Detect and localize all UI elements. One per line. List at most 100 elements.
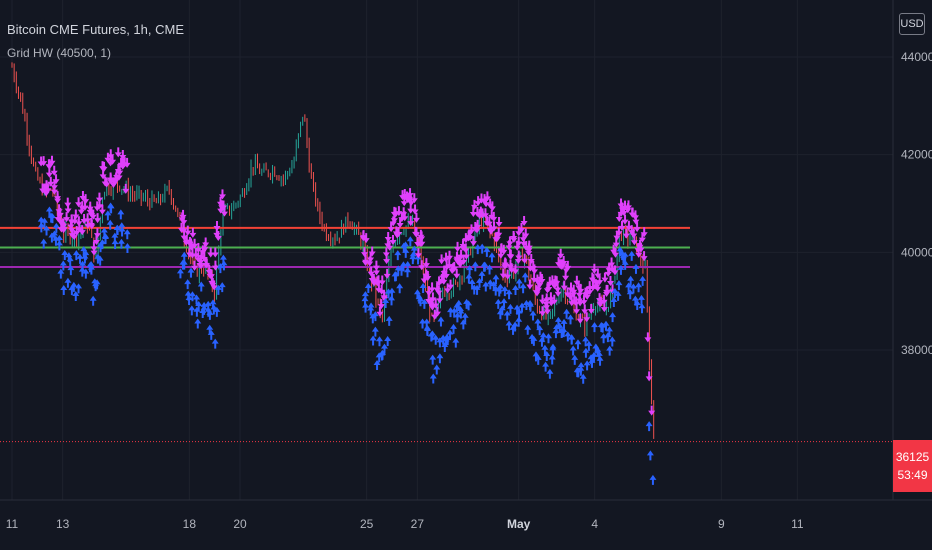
- sell-signal-arrow: [462, 233, 470, 244]
- sell-signal-arrow: [400, 196, 408, 207]
- buy-signal-arrow: [371, 326, 379, 337]
- buy-signal-arrow: [432, 334, 440, 345]
- sell-signal-arrow: [45, 167, 53, 178]
- sell-signal-arrow: [465, 230, 473, 241]
- sell-signal-arrow: [538, 306, 546, 317]
- buy-signal-arrow: [534, 354, 542, 365]
- buy-signal-arrow: [503, 310, 511, 321]
- sell-signal-arrow: [407, 203, 415, 214]
- buy-signal-arrow: [388, 287, 396, 298]
- buy-signal-arrow: [582, 336, 590, 347]
- buy-signal-arrow: [104, 210, 112, 221]
- indicator-label[interactable]: Grid HW (40500, 1): [7, 46, 112, 60]
- sell-signal-arrow: [54, 193, 62, 204]
- buy-signal-arrow: [615, 280, 623, 291]
- sell-signal-arrow: [75, 197, 83, 208]
- buy-signal-arrow: [574, 339, 582, 350]
- buy-signal-arrow: [419, 318, 427, 329]
- buy-signal-arrow: [500, 298, 508, 309]
- sell-signal-arrow: [207, 247, 215, 258]
- buy-signal-arrow: [571, 354, 579, 365]
- currency-button[interactable]: USD: [899, 13, 925, 35]
- buy-signal-arrow: [402, 247, 410, 258]
- buy-signal-arrow: [193, 294, 201, 305]
- sell-signal-arrow: [566, 290, 574, 301]
- buy-signal-arrow: [522, 300, 530, 311]
- sell-signal-arrow: [418, 231, 426, 242]
- buy-signal-arrow: [456, 305, 464, 316]
- buy-signal-arrow: [532, 351, 540, 362]
- buy-signal-arrow: [375, 336, 383, 347]
- sell-signal-arrow: [396, 218, 404, 229]
- sell-signal-arrow: [213, 221, 221, 232]
- sell-signal-arrow: [422, 258, 430, 269]
- sell-signal-arrow: [487, 224, 495, 235]
- buy-signal-arrow: [123, 229, 131, 240]
- buy-signal-arrow: [465, 273, 473, 284]
- sell-signal-arrow: [188, 240, 196, 251]
- buy-signal-arrow: [577, 362, 585, 373]
- buy-signal-arrow: [594, 346, 602, 357]
- buy-signal-arrow: [554, 316, 562, 327]
- sell-signal-arrow: [401, 211, 409, 222]
- buy-signal-arrow: [590, 351, 598, 362]
- sell-signal-arrow: [529, 261, 537, 272]
- sell-signal-arrow: [621, 200, 629, 211]
- sell-signal-arrow: [512, 264, 520, 275]
- sell-signal-arrow: [220, 206, 228, 217]
- buy-signal-arrow: [600, 333, 608, 344]
- sell-signal-arrow: [648, 405, 656, 416]
- buy-signal-arrow: [60, 284, 68, 295]
- chart-title[interactable]: Bitcoin CME Futures, 1h, CME: [7, 22, 184, 37]
- buy-signal-arrow: [361, 291, 369, 302]
- sell-signal-arrow: [429, 292, 437, 303]
- buy-signal-arrow: [197, 281, 205, 292]
- sell-signal-arrow: [580, 295, 588, 306]
- buy-signal-arrow: [564, 331, 572, 342]
- buy-signal-arrow: [384, 335, 392, 346]
- buy-signal-arrow: [463, 298, 471, 309]
- sell-signal-arrow: [434, 306, 442, 317]
- sell-signal-arrow: [644, 332, 652, 343]
- buy-signal-arrow: [560, 327, 568, 338]
- sell-signal-arrow: [55, 204, 63, 215]
- buy-signal-arrow: [468, 279, 476, 290]
- buy-signal-arrow: [210, 304, 218, 315]
- buy-signal-arrow: [82, 268, 90, 279]
- sell-signal-arrow: [533, 286, 541, 297]
- sell-signal-arrow: [214, 230, 222, 241]
- sell-signal-arrow: [502, 258, 510, 269]
- buy-signal-arrow: [519, 283, 527, 294]
- sell-signal-arrow: [560, 280, 568, 291]
- buy-signal-arrow: [80, 246, 88, 257]
- sell-signal-arrow: [583, 312, 591, 323]
- x-tick-label: 27: [411, 517, 425, 531]
- sell-signal-arrow: [46, 159, 54, 170]
- buy-signal-arrow: [483, 246, 491, 257]
- sell-signal-arrow: [615, 226, 623, 237]
- buy-signal-arrow: [50, 230, 58, 241]
- y-tick-label: 44000: [901, 50, 932, 64]
- sell-signal-arrow: [522, 228, 530, 239]
- sell-signal-arrow: [191, 238, 199, 249]
- signal-markers: [37, 147, 657, 485]
- buy-signal-arrow: [65, 252, 73, 263]
- sell-signal-arrow: [218, 189, 226, 200]
- buy-signal-arrow: [185, 294, 193, 305]
- buy-signal-arrow: [645, 421, 653, 432]
- buy-signal-arrow: [591, 322, 599, 333]
- sell-signal-arrow: [420, 273, 428, 284]
- sell-signal-arrow: [392, 207, 400, 218]
- buy-signal-arrow: [538, 336, 546, 347]
- buy-signal-arrow: [474, 244, 482, 255]
- buy-signal-arrow: [364, 283, 372, 294]
- sell-signal-arrow: [50, 184, 58, 195]
- sell-signal-arrow: [630, 228, 638, 239]
- buy-signal-arrow: [544, 333, 552, 344]
- buy-signal-arrow: [611, 287, 619, 298]
- buy-signal-arrow: [637, 294, 645, 305]
- buy-signal-arrow: [452, 337, 460, 348]
- buy-signal-arrow: [117, 238, 125, 249]
- buy-signal-arrow: [548, 354, 556, 365]
